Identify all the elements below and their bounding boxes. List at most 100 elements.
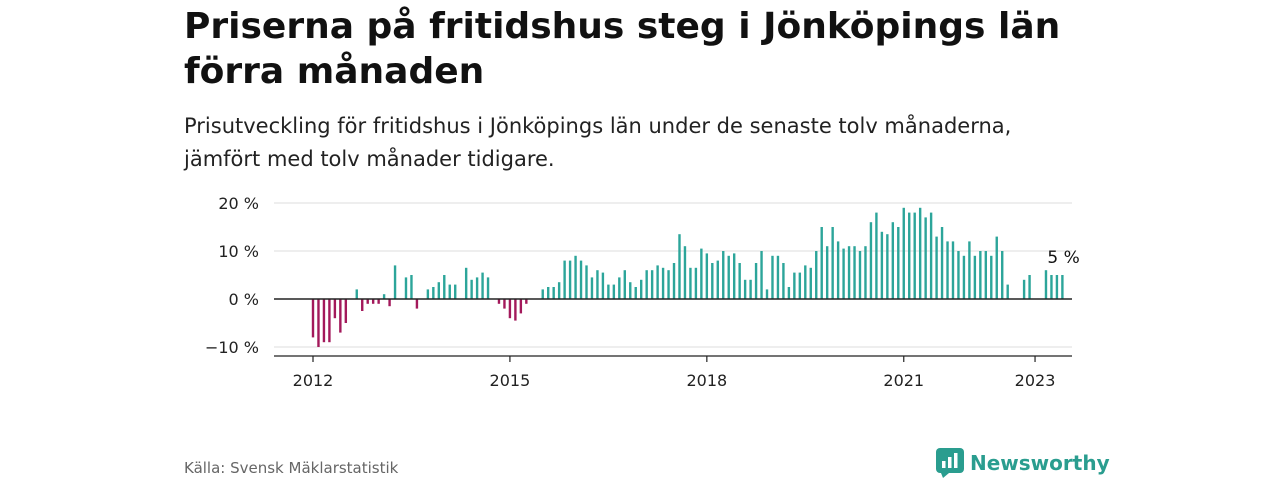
- bar: [946, 241, 949, 299]
- bar: [508, 299, 512, 319]
- bar: [929, 212, 933, 299]
- bar: [1061, 275, 1064, 299]
- bar: [415, 299, 419, 309]
- y-tick-label: 20 %: [218, 194, 259, 213]
- bar: [815, 251, 818, 299]
- bar: [853, 246, 856, 299]
- bar: [371, 299, 375, 304]
- bar: [563, 260, 566, 299]
- bar: [869, 222, 873, 299]
- bar: [716, 260, 719, 299]
- bar: [361, 299, 364, 311]
- x-tick-label: 2021: [883, 371, 924, 390]
- bar: [804, 265, 807, 299]
- bar: [443, 275, 446, 299]
- bar: [552, 287, 555, 299]
- bar: [328, 299, 331, 343]
- bar: [623, 270, 626, 299]
- bar: [629, 282, 632, 299]
- bar: [388, 299, 391, 307]
- bar: [732, 253, 736, 299]
- bar: [568, 260, 572, 299]
- chart-title: Priserna på fritidshus steg i Jönköpings…: [184, 6, 1061, 92]
- bar: [634, 287, 637, 299]
- bar: [503, 299, 506, 309]
- bar: [902, 207, 905, 299]
- bar: [864, 246, 867, 299]
- bar: [990, 255, 993, 299]
- bar: [722, 251, 725, 299]
- bar: [322, 299, 326, 343]
- bar: [798, 272, 802, 299]
- bar: [935, 236, 938, 299]
- bar: [656, 265, 659, 299]
- bar: [842, 248, 845, 299]
- bar: [957, 251, 960, 299]
- bar: [875, 212, 878, 299]
- bar: [574, 255, 577, 299]
- newsworthy-logo: Newsworthy: [936, 448, 1110, 478]
- bar: [519, 299, 523, 314]
- bar: [836, 241, 840, 299]
- bar: [366, 299, 369, 304]
- x-tick-label: 2018: [686, 371, 727, 390]
- bar: [333, 299, 337, 319]
- bar: [640, 279, 643, 299]
- bar: [661, 267, 665, 299]
- bar: [820, 227, 823, 299]
- bar: [612, 284, 616, 299]
- bar: [448, 284, 451, 299]
- bar: [678, 234, 681, 299]
- x-tick-label: 2023: [1015, 371, 1056, 390]
- bars: [311, 207, 1064, 347]
- bar: [738, 263, 741, 299]
- bar: [601, 272, 605, 299]
- bar: [454, 284, 457, 299]
- bar: [426, 289, 430, 299]
- bar: [541, 289, 544, 299]
- bar: [667, 270, 670, 299]
- bar: [486, 277, 490, 299]
- bar: [1028, 275, 1031, 299]
- axes: 20 % 10 % 0 % −10 % 2012 2015 2018 2021 2023 5 %: [205, 194, 1080, 390]
- bar: [1022, 279, 1026, 299]
- bar: [913, 212, 916, 299]
- bar: [951, 241, 955, 299]
- bar: [590, 277, 594, 299]
- bar: [497, 299, 501, 304]
- bar: [393, 265, 397, 299]
- source-note: Källa: Svensk Mäklarstatistik: [184, 459, 399, 477]
- bar: [579, 260, 583, 299]
- bar-chart: 20 % 10 % 0 % −10 % 2012 2015 2018 2021 2023 5 %: [205, 194, 1080, 390]
- last-value-annotation: 5 %: [1047, 248, 1079, 268]
- bar: [924, 217, 927, 299]
- bar: [793, 272, 796, 299]
- bar: [432, 287, 435, 299]
- bar: [897, 227, 900, 299]
- bar: [607, 284, 610, 299]
- bar: [973, 255, 977, 299]
- bar: [940, 227, 944, 299]
- bar: [1055, 275, 1059, 299]
- bar: [481, 272, 484, 299]
- bar: [650, 270, 654, 299]
- bar: [437, 282, 441, 299]
- bar: [470, 279, 473, 299]
- newsworthy-logo-icon: [936, 448, 964, 478]
- bar: [311, 299, 315, 338]
- bar: [908, 212, 911, 299]
- brand-name: Newsworthy: [970, 451, 1110, 475]
- bar: [514, 299, 517, 321]
- bar: [355, 289, 358, 299]
- bar: [727, 255, 730, 299]
- bar: [743, 279, 747, 299]
- bar: [995, 236, 998, 299]
- bar: [1050, 275, 1053, 299]
- bar: [1006, 284, 1009, 299]
- bar: [475, 277, 479, 299]
- bar: [787, 287, 791, 299]
- bar: [404, 277, 408, 299]
- y-tick-label: −10 %: [205, 338, 259, 357]
- bar: [377, 299, 380, 304]
- bar: [645, 270, 648, 299]
